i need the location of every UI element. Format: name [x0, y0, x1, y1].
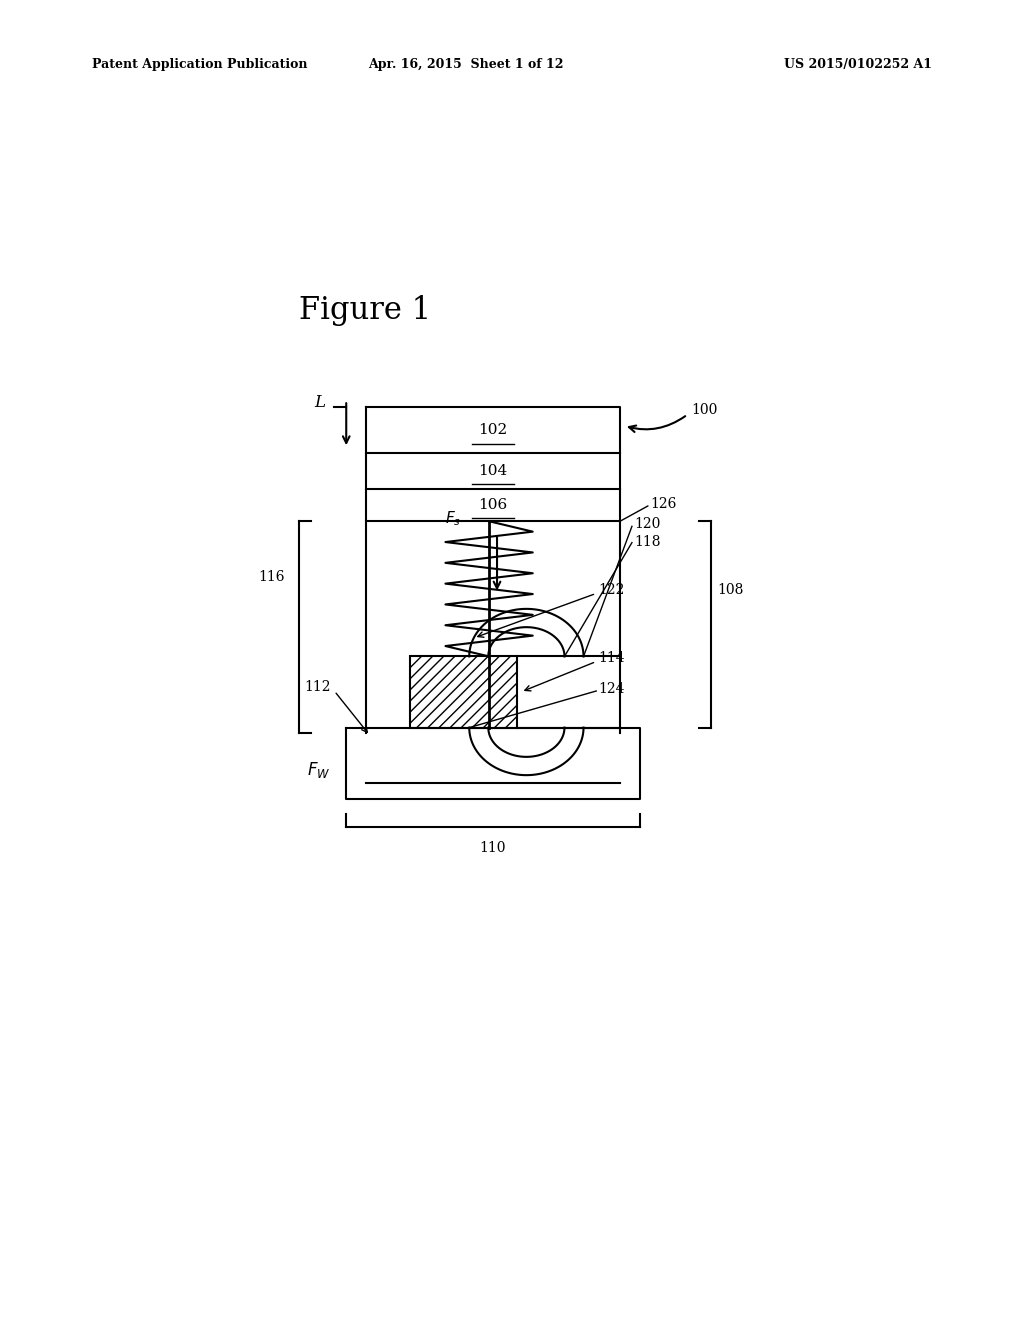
Text: 122: 122	[599, 583, 625, 598]
Bar	[410, 656, 517, 727]
Text: 102: 102	[478, 424, 508, 437]
Text: 126: 126	[650, 496, 677, 511]
Text: 124: 124	[599, 682, 625, 696]
Text: 108: 108	[717, 583, 743, 598]
Text: 112: 112	[304, 680, 331, 694]
Text: 106: 106	[478, 498, 508, 512]
Text: $F_s$: $F_s$	[445, 510, 462, 528]
Text: Patent Application Publication: Patent Application Publication	[92, 58, 307, 71]
Text: L: L	[313, 393, 325, 411]
Text: Figure 1: Figure 1	[299, 296, 431, 326]
Text: 116: 116	[259, 570, 285, 585]
Text: 114: 114	[599, 652, 626, 665]
Text: 100: 100	[691, 404, 718, 417]
Text: Apr. 16, 2015  Sheet 1 of 12: Apr. 16, 2015 Sheet 1 of 12	[369, 58, 563, 71]
Text: 118: 118	[634, 535, 660, 549]
Text: 104: 104	[478, 463, 508, 478]
Bar	[410, 656, 517, 727]
Text: US 2015/0102252 A1: US 2015/0102252 A1	[783, 58, 932, 71]
Text: 120: 120	[634, 517, 660, 532]
Text: $F_W$: $F_W$	[307, 760, 331, 780]
Text: 110: 110	[480, 841, 506, 855]
